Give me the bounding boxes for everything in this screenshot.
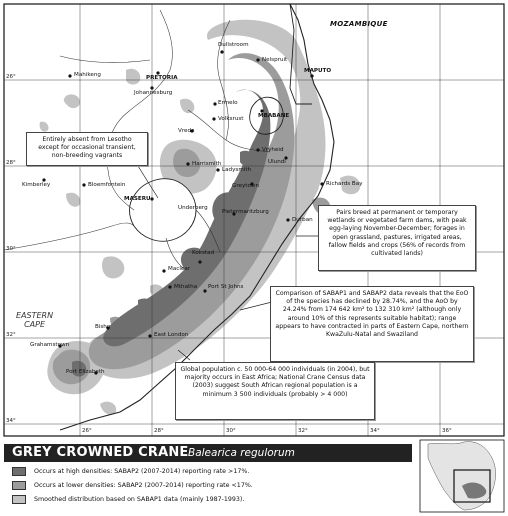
- place-label: Pietermaritzburg: [222, 209, 269, 215]
- mozambique-border: [289, 4, 312, 105]
- callout-leaders: [137, 165, 330, 361]
- place-label: PRETORIA: [146, 75, 178, 81]
- lat-tick: 26°: [6, 74, 16, 80]
- lon-tick: 34°: [370, 428, 380, 434]
- lat-tick: 30°: [6, 246, 16, 252]
- place-label: Harrismith: [192, 161, 222, 167]
- place-label: MASERU: [124, 196, 151, 202]
- lon-tick: 26°: [82, 428, 92, 434]
- place-label: Mahikeng: [74, 72, 101, 78]
- place-label: Ermelo: [218, 100, 238, 106]
- place-label: East London: [154, 332, 189, 338]
- place-label: Volksrust: [218, 116, 244, 122]
- inset-map: [419, 439, 505, 513]
- lat-tick: 34°: [6, 418, 16, 424]
- lon-tick: 28°: [154, 428, 164, 434]
- lesotho-border: [129, 178, 197, 242]
- region-label-line: CAPE: [24, 320, 46, 329]
- place-label: Port St Johns: [208, 284, 244, 290]
- town-markers: [42, 50, 324, 375]
- legend-swatch-sabap1: [12, 495, 26, 504]
- place-label: Nelspruit: [262, 57, 288, 63]
- place-label: Bloemfontein: [88, 182, 126, 188]
- place-label: Mthatha: [174, 284, 198, 290]
- place-label: Port Elizabeth: [66, 369, 105, 375]
- legend-swatch-high: [12, 467, 26, 476]
- place-label: Ulundi: [268, 159, 286, 165]
- place-label: Maclear: [168, 266, 191, 272]
- place-label: Dullstroom: [218, 42, 249, 48]
- place-label: Kokstad: [192, 250, 215, 256]
- legend-label: Occurs at high densities: SABAP2 (2007-2…: [34, 468, 250, 475]
- legend-swatch-low: [12, 481, 26, 490]
- place-label: Durban: [292, 217, 313, 223]
- place-label: MAPUTO: [304, 68, 332, 74]
- callout-breeding: Pairs breed at permanent or temporary we…: [318, 205, 476, 271]
- lon-tick: 32°: [298, 428, 308, 434]
- high-density-distribution: [72, 89, 271, 377]
- region-label-line: EASTERN: [16, 311, 54, 320]
- swaziland-border: [249, 96, 284, 135]
- lon-tick: 30°: [226, 428, 236, 434]
- place-label: Greytown: [232, 183, 259, 189]
- place-label: Richards Bay: [326, 181, 363, 187]
- place-label: Grahamstown: [30, 342, 70, 348]
- country-label-mozambique: MOZAMBIQUE: [330, 20, 388, 28]
- region-label-eastern-cape: EASTERN CAPE: [16, 311, 53, 329]
- place-label: Underberg: [178, 205, 208, 211]
- legend-title-bar: [4, 444, 412, 462]
- place-label: Ladysmith: [222, 167, 252, 173]
- lat-tick: 32°: [6, 332, 16, 338]
- place-label: Johannesburg: [134, 90, 173, 96]
- place-label: MBABANE: [258, 113, 290, 119]
- callout-comparison: Comparison of SABAP1 and SABAP2 data rev…: [270, 286, 474, 362]
- place-label: Bisho: [95, 324, 111, 330]
- place-label: Kimberley: [22, 182, 51, 188]
- legend-label: Smoothed distribution based on SABAP1 da…: [34, 496, 245, 503]
- legend-label: Occurs at lower densities: SABAP2 (2007-…: [34, 482, 253, 489]
- place-label: Vrede: [178, 128, 195, 134]
- callout-population: Global population c. 50 000-64 000 indiv…: [175, 362, 375, 420]
- lat-tick: 28°: [6, 160, 16, 166]
- species-scientific-name: Balearica regulorum: [188, 447, 295, 459]
- species-title: GREY CROWNED CRANE: [12, 445, 189, 460]
- lon-tick: 36°: [442, 428, 452, 434]
- callout-lesotho: Entirely absent from Lesotho except for …: [26, 132, 148, 166]
- place-label: Vryheid: [262, 147, 284, 153]
